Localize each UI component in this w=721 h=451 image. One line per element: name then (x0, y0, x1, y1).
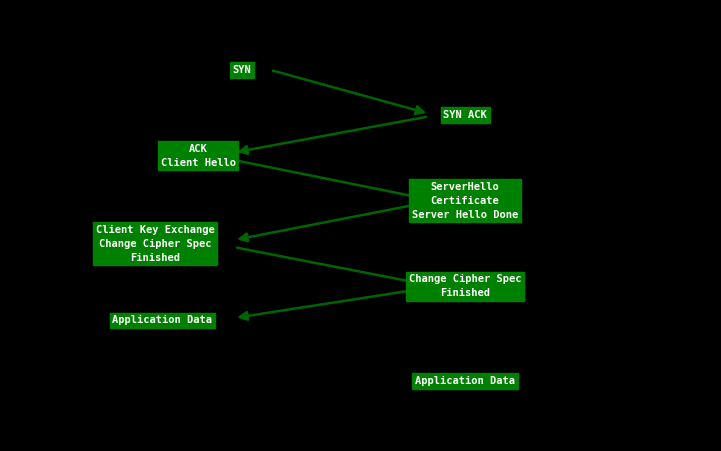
Text: Application Data: Application Data (112, 315, 212, 325)
Text: ACK
Client Hello: ACK Client Hello (161, 143, 236, 168)
Text: ServerHello
Certificate
Server Hello Done: ServerHello Certificate Server Hello Don… (412, 182, 518, 220)
Text: Change Cipher Spec
Finished: Change Cipher Spec Finished (409, 274, 521, 299)
Text: SYN: SYN (232, 65, 251, 75)
Text: Application Data: Application Data (415, 376, 515, 386)
Text: Client Key Exchange
Change Cipher Spec
Finished: Client Key Exchange Change Cipher Spec F… (96, 225, 214, 262)
Text: SYN ACK: SYN ACK (443, 110, 487, 120)
